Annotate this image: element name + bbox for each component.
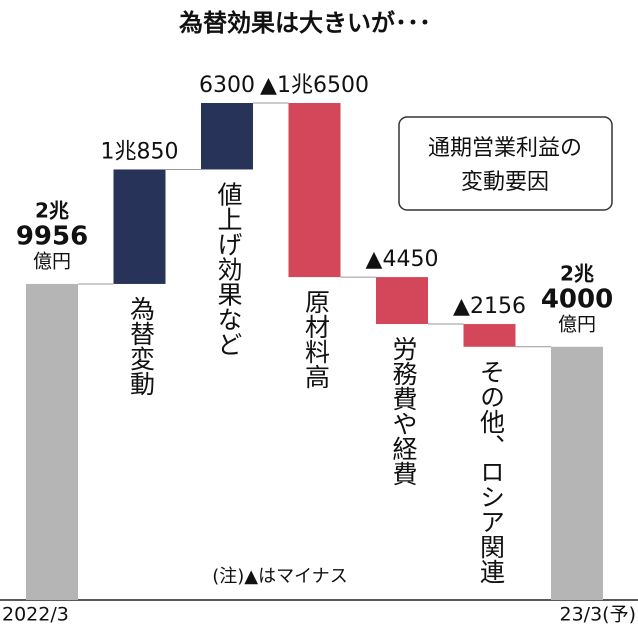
bar <box>113 169 166 284</box>
bar <box>551 346 603 600</box>
annotation-line: 通期営業利益の <box>428 136 582 161</box>
annotation-box <box>398 116 613 211</box>
value-label: ▲1兆6500 <box>260 73 369 98</box>
category-label: その他、ロシア関連 <box>477 359 506 584</box>
bar <box>288 103 341 278</box>
category-label: 労務費や経費 <box>389 336 418 486</box>
note: (注)▲はマイナス <box>212 566 348 587</box>
value-label: 2兆 <box>560 261 594 285</box>
annotation-line: 変動要因 <box>461 170 549 195</box>
value-label: 9956 <box>16 221 88 251</box>
bar <box>376 277 428 325</box>
value-label: ▲4450 <box>366 247 439 272</box>
category-label: 原材料高 <box>302 289 331 389</box>
value-label: 2兆 <box>35 198 69 222</box>
value-label: 4000 <box>541 284 613 314</box>
value-label: ▲2156 <box>453 294 526 319</box>
value-label: 6300 <box>199 73 255 98</box>
value-label: 億円 <box>558 313 596 335</box>
bar <box>26 283 78 600</box>
category-label: 値上げ効果など <box>214 181 243 356</box>
chart-title: 為替効果は大きいが･･･ <box>179 9 431 37</box>
category-label: 為替変動 <box>127 296 156 396</box>
value-label: 億円 <box>33 250 71 272</box>
bar <box>201 103 253 170</box>
x-tick-label: 23/3(予) <box>560 604 637 626</box>
bar <box>463 324 516 347</box>
value-label: 1兆850 <box>101 139 179 164</box>
x-tick-label: 2022/3 <box>2 604 69 626</box>
